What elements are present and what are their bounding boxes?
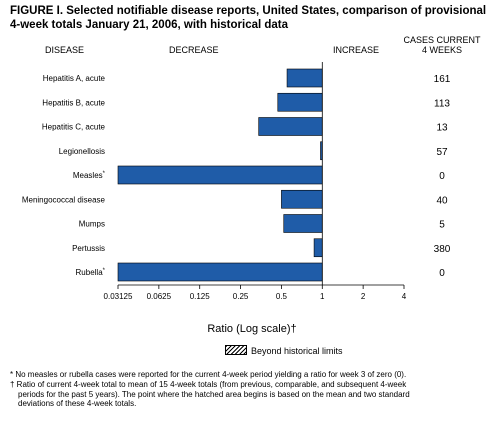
bar bbox=[281, 189, 323, 209]
category-label: Hepatitis B, acute bbox=[42, 98, 105, 107]
category-label: Pertussis bbox=[72, 244, 105, 253]
bar bbox=[117, 262, 323, 282]
header-cases-line1: CASES CURRENT bbox=[403, 35, 481, 45]
footnote-2-line3: deviations of these 4-week totals. bbox=[18, 399, 137, 408]
cases-value: 40 bbox=[436, 195, 448, 206]
cases-value: 0 bbox=[439, 171, 445, 182]
category-label: Measles* bbox=[73, 171, 106, 180]
cases-value: 0 bbox=[439, 268, 445, 279]
figure-title-line1: FIGURE I. Selected notifiable disease re… bbox=[10, 5, 487, 17]
hatched-swatch-icon bbox=[225, 345, 247, 355]
footnote-1: * No measles or rubella cases were repor… bbox=[10, 370, 407, 379]
x-axis-label: Ratio (Log scale)† bbox=[207, 323, 297, 335]
category-label: Legionellosis bbox=[59, 147, 105, 156]
footnote-2-line2: periods for the past 5 years). The point… bbox=[18, 389, 410, 399]
header-disease: DISEASE bbox=[45, 45, 85, 55]
cases-value: 113 bbox=[434, 98, 450, 109]
legend-label: Beyond historical limits bbox=[251, 346, 343, 356]
category-label: Rubella* bbox=[76, 268, 106, 277]
x-tick-label: 0.125 bbox=[190, 292, 211, 301]
footnote-2: † Ratio of current 4-week total to mean … bbox=[10, 380, 496, 409]
cases-value: 13 bbox=[436, 123, 448, 134]
x-tick-label: 1 bbox=[320, 292, 325, 301]
category-label: Hepatitis C, acute bbox=[42, 123, 106, 132]
bar bbox=[313, 238, 323, 258]
cases-value: 5 bbox=[439, 220, 445, 231]
bar-chart: Hepatitis A, acute 161 Hepatitis B, acute 1… bbox=[22, 62, 451, 301]
header-increase: INCREASE bbox=[333, 45, 380, 55]
header-cases: CASES CURRENT 4 WEEKS bbox=[402, 35, 482, 55]
bar bbox=[286, 68, 323, 88]
bar bbox=[283, 214, 323, 233]
figure-title-line2: 4-week totals January 21, 2006, with his… bbox=[10, 19, 289, 31]
x-tick-label: 0.03125 bbox=[104, 292, 133, 301]
x-tick-label: 0.5 bbox=[276, 292, 288, 301]
x-tick-label: 4 bbox=[402, 292, 407, 301]
bar bbox=[258, 117, 323, 136]
footnote-2-line1: † Ratio of current 4-week total to mean … bbox=[10, 380, 407, 389]
x-tick-label: 0.0625 bbox=[147, 292, 172, 301]
category-label: Mumps bbox=[79, 220, 105, 229]
cases-value: 57 bbox=[436, 147, 448, 158]
cases-value: 380 bbox=[434, 244, 451, 255]
legend: Beyond historical limits bbox=[225, 345, 343, 357]
x-tick-label: 0.25 bbox=[233, 292, 249, 301]
bar bbox=[117, 165, 323, 185]
cases-value: 161 bbox=[434, 74, 451, 85]
header-decrease: DECREASE bbox=[169, 45, 219, 55]
figure-title: FIGURE I. Selected notifiable disease re… bbox=[10, 4, 500, 32]
header-cases-line2: 4 WEEKS bbox=[421, 45, 462, 55]
bar bbox=[277, 92, 323, 112]
category-label: Hepatitis A, acute bbox=[43, 74, 106, 83]
category-label: Meningococcal disease bbox=[22, 195, 106, 204]
x-tick-label: 2 bbox=[361, 292, 366, 301]
